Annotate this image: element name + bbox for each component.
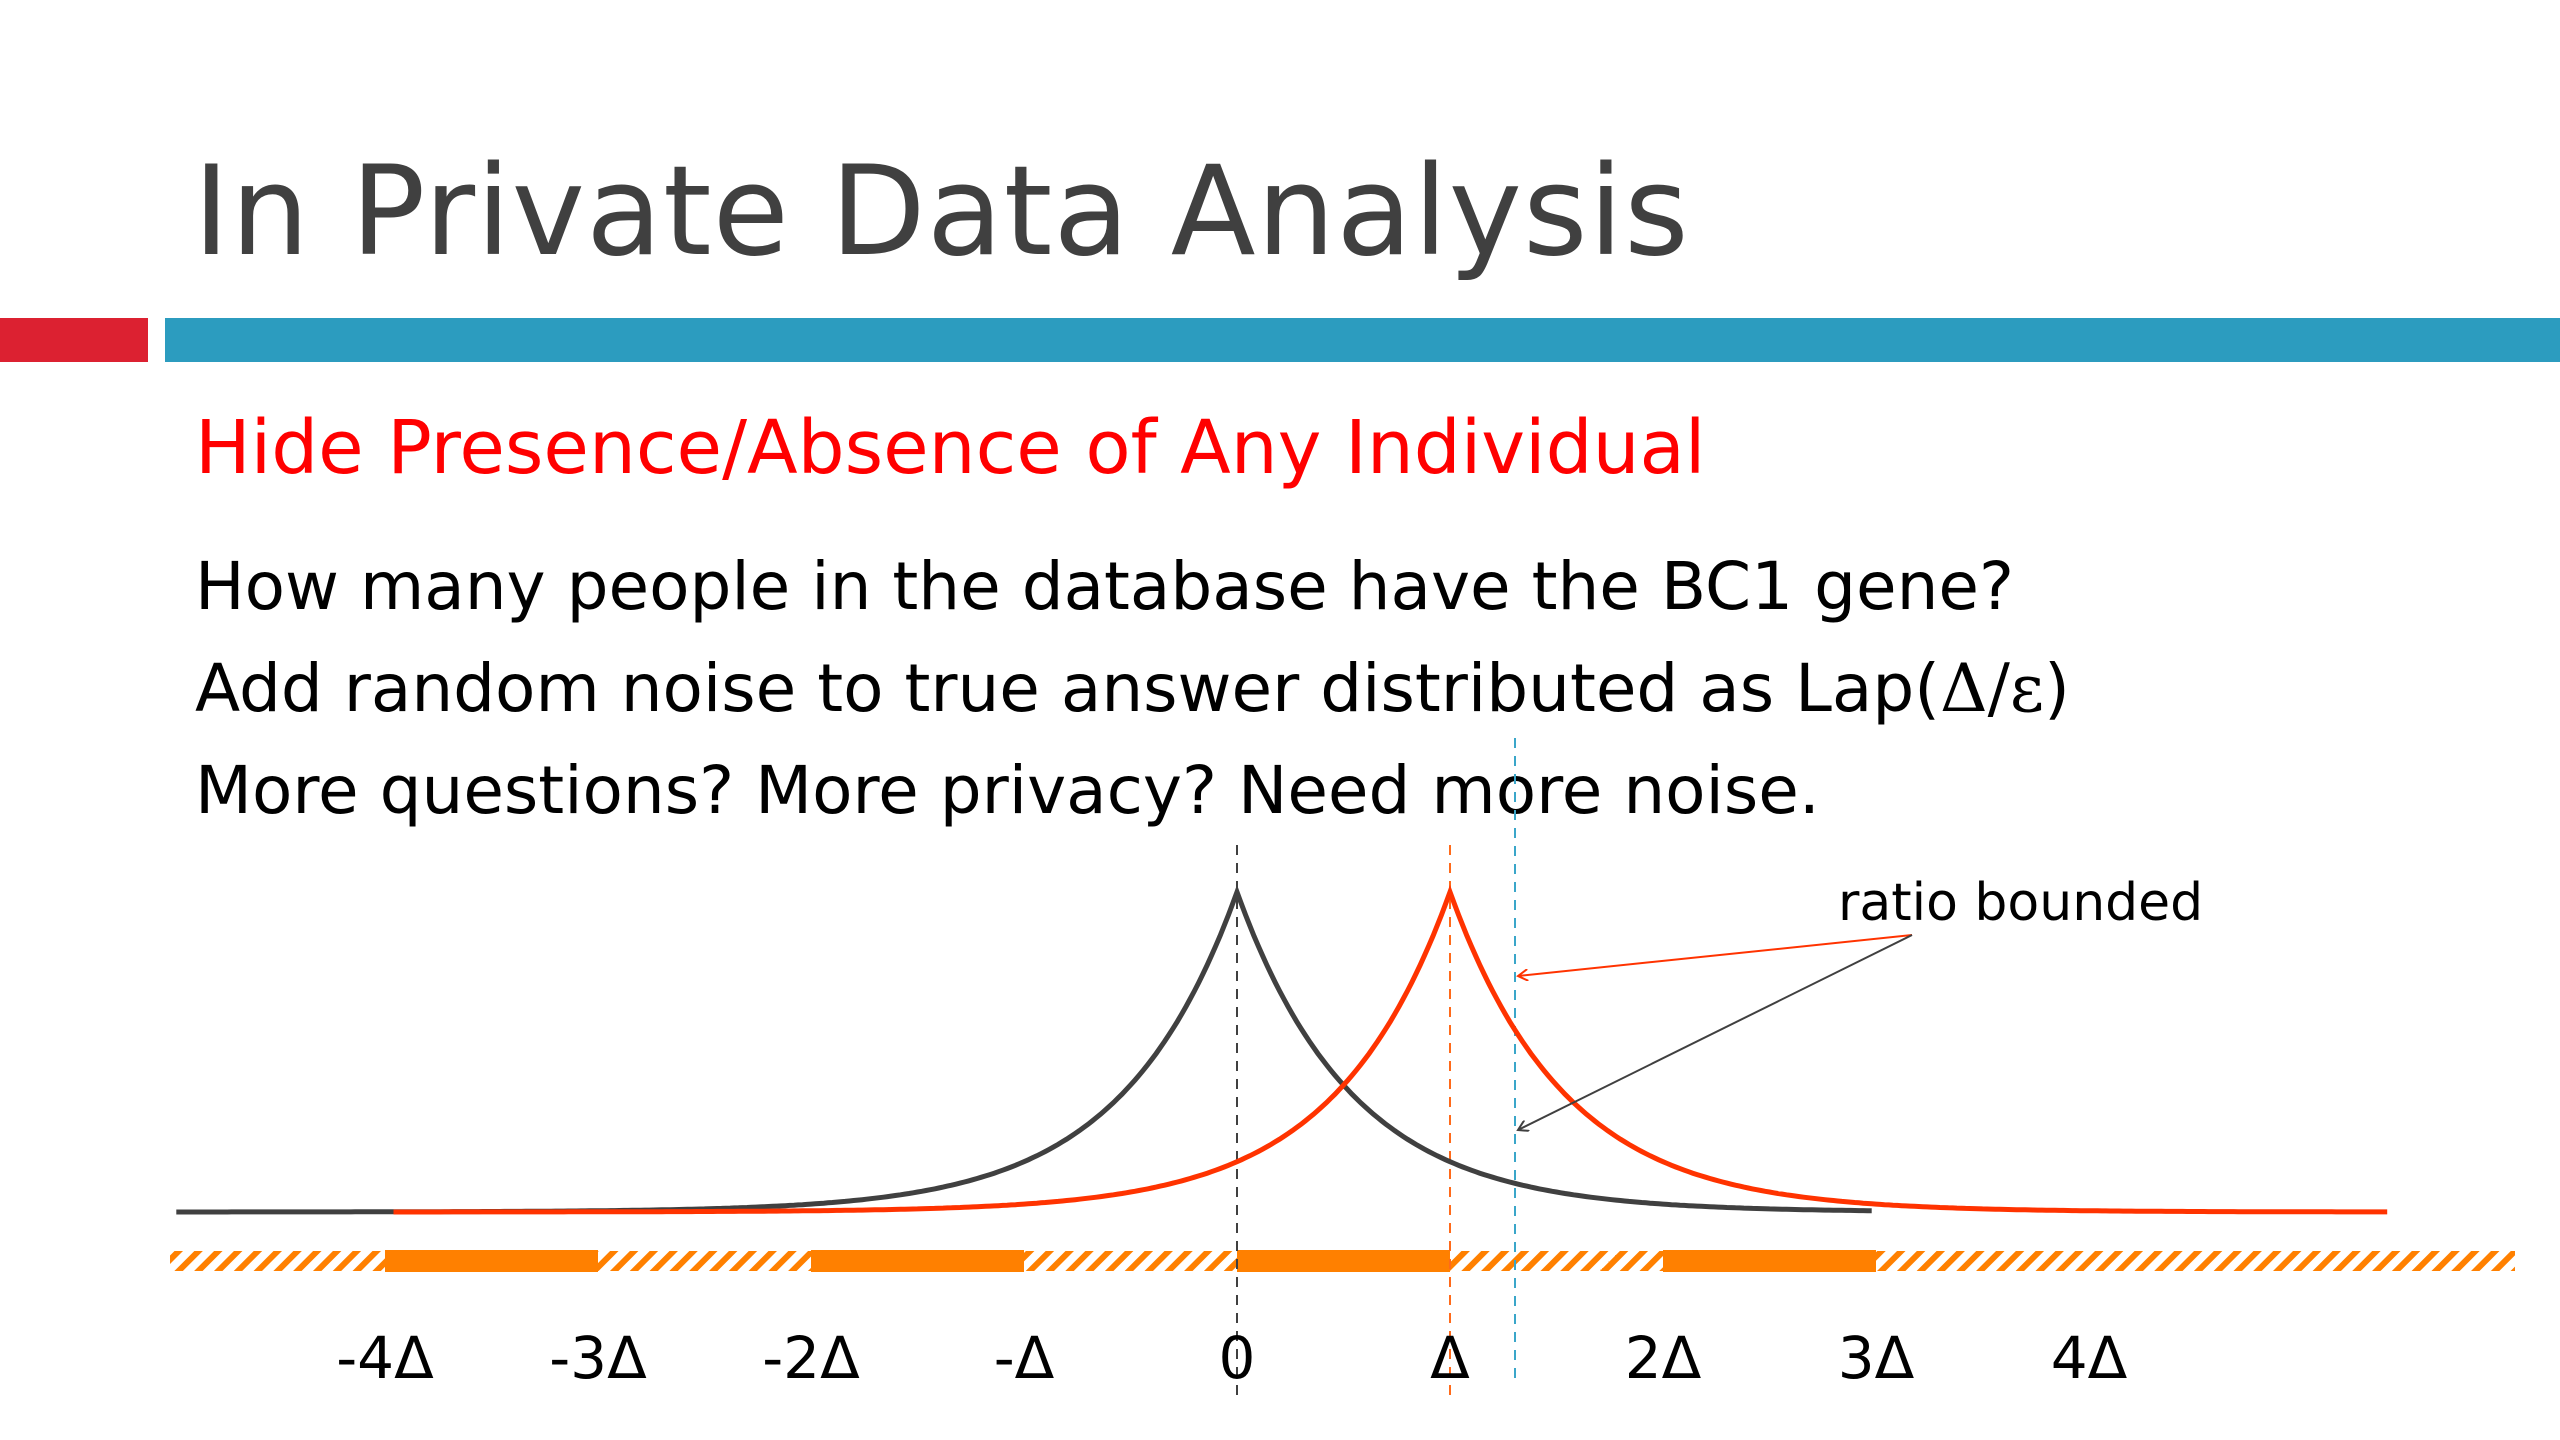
bullet-line-3: More questions? More privacy? Need more …	[195, 752, 1820, 829]
axis-tick-label: -Δ	[994, 1324, 1055, 1392]
ratio-arrow-red	[1518, 934, 1913, 976]
axis-tick-label: 0	[1219, 1324, 1256, 1392]
axis-tick-labels: -4Δ -3Δ -2Δ -Δ 0 Δ 2Δ 3Δ 4Δ	[336, 1324, 2127, 1392]
number-line-solid-segments	[385, 1250, 1876, 1272]
axis-tick-label: 2Δ	[1625, 1324, 1702, 1392]
bullet-line-2: Add random noise to true answer distribu…	[195, 650, 2070, 727]
number-line-solid-segment	[811, 1250, 1024, 1272]
slide-subtitle: Hide Presence/Absence of Any Individual	[195, 405, 1706, 491]
laplace-parameter: Δ/ε	[1939, 650, 2045, 727]
axis-tick-label: -3Δ	[549, 1324, 647, 1392]
bullet-line-2-prefix: Add random noise to true answer distribu…	[195, 650, 1940, 727]
slide-title: In Private Data Analysis	[193, 140, 1690, 284]
number-line-solid-segment	[385, 1250, 598, 1272]
bullet-line-1: How many people in the database have the…	[195, 548, 2015, 625]
laplace-curve-centered-delta	[393, 884, 2388, 1215]
bullet-line-2-suffix: )	[2044, 650, 2070, 727]
ratio-bounded-label: ratio bounded	[1838, 873, 2203, 933]
title-accent-bar-teal	[165, 318, 2560, 362]
number-line-solid-segment	[1237, 1250, 1450, 1272]
ratio-arrow-dark	[1518, 934, 1913, 1130]
axis-tick-label: 3Δ	[1838, 1324, 1915, 1392]
title-accent-bar-red	[0, 318, 148, 362]
axis-tick-label: -2Δ	[762, 1324, 860, 1392]
axis-tick-label: 4Δ	[2051, 1324, 2128, 1392]
axis-tick-label: Δ	[1430, 1324, 1470, 1392]
axis-tick-label: -4Δ	[336, 1324, 434, 1392]
laplace-curve-centered-zero	[176, 884, 1872, 1215]
number-line-solid-segment	[1663, 1250, 1876, 1272]
